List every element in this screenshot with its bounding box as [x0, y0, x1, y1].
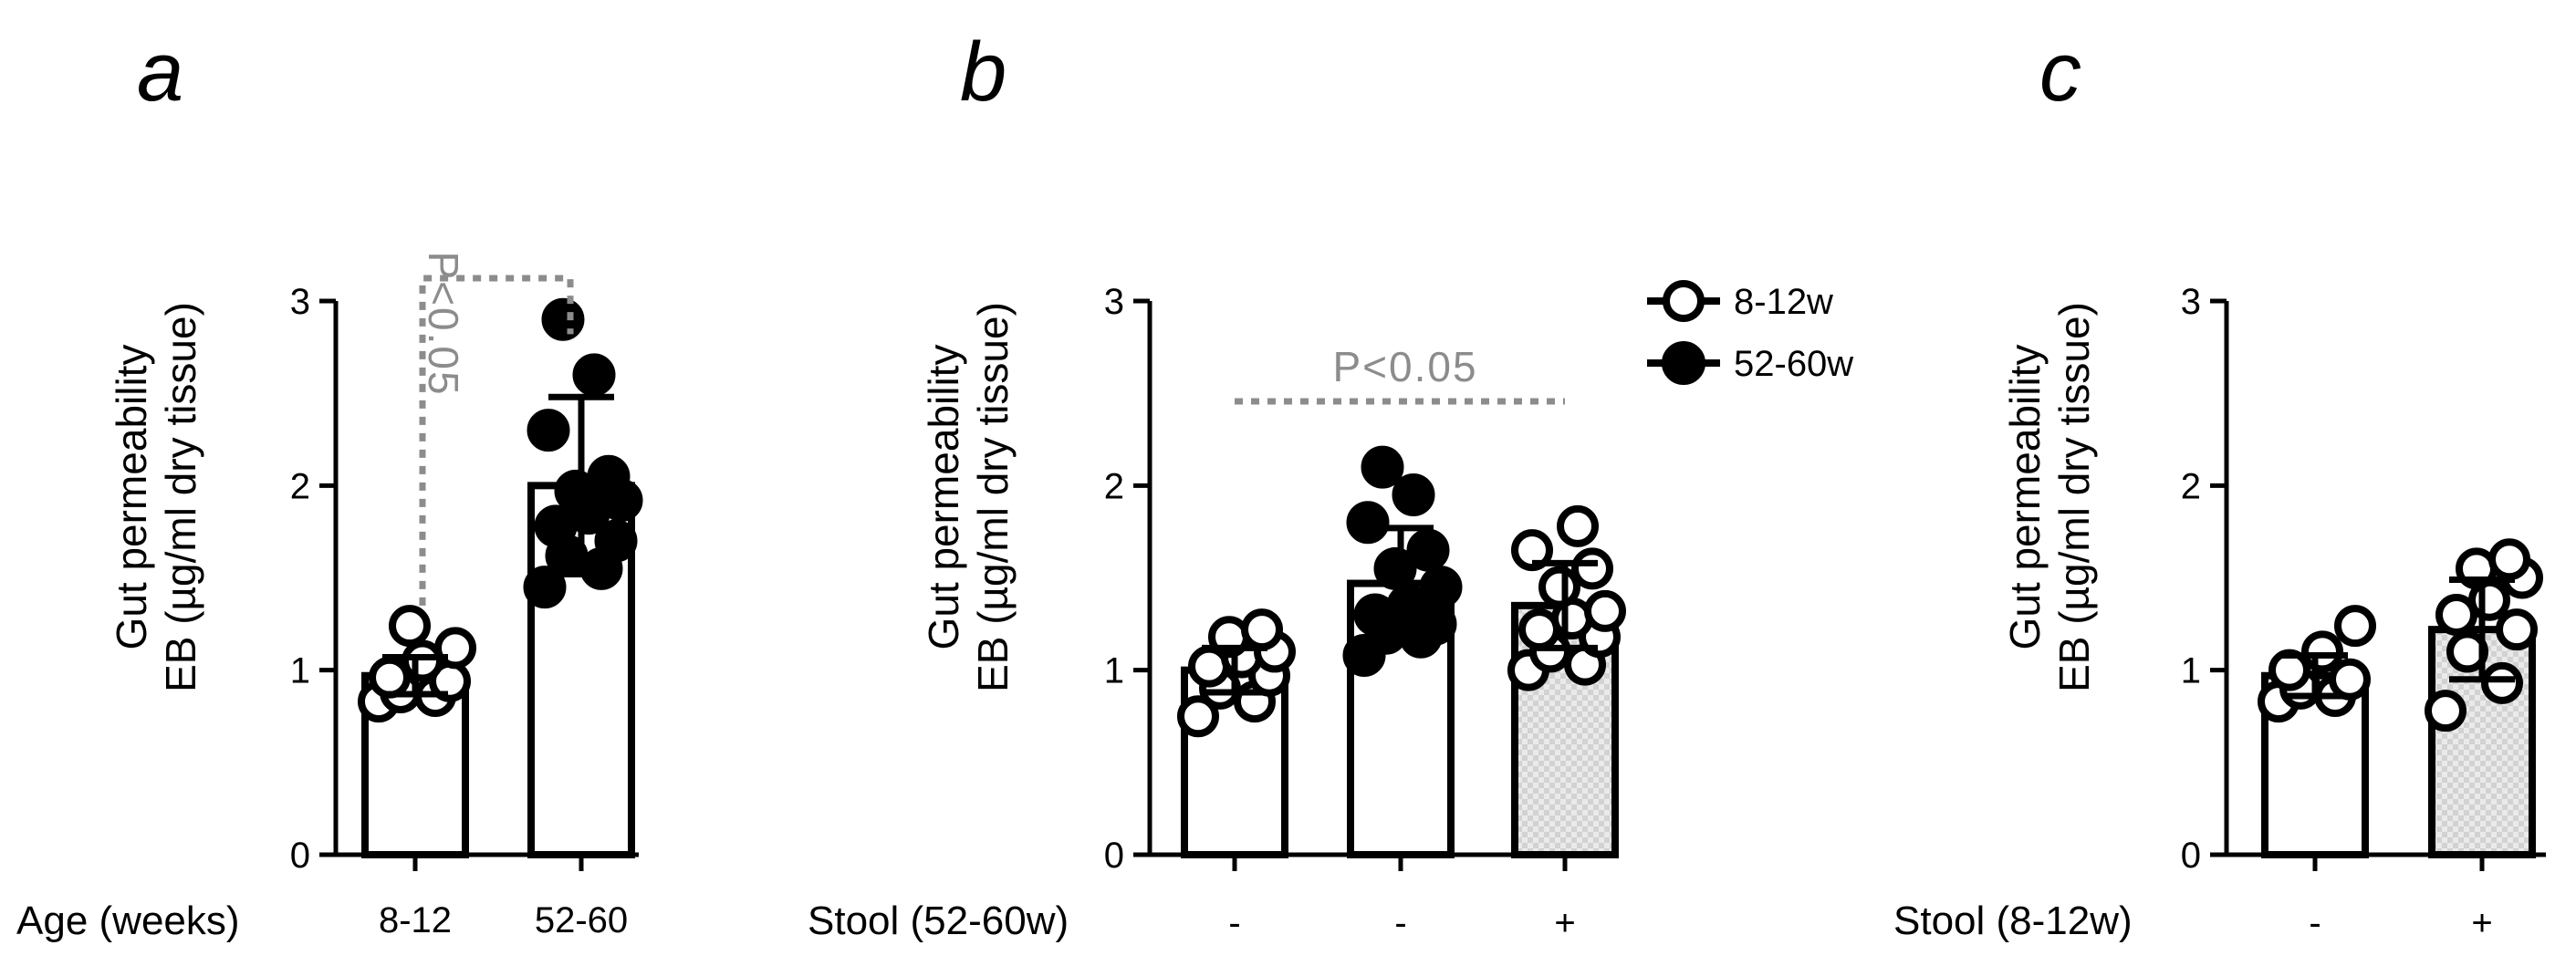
y-axis-label-line2: EB (µg/ml dry tissue) — [2050, 302, 2098, 692]
panel-a-significance: P<0.05 — [419, 251, 574, 606]
y-tick-label: 3 — [2181, 282, 2201, 322]
data-point-open — [1557, 504, 1599, 547]
data-point-open — [1584, 589, 1626, 632]
data-point-open — [389, 605, 431, 648]
y-tick-label: 3 — [290, 282, 310, 322]
legend-label-8-12w: 8-12w — [1734, 282, 1833, 322]
y-axis-label-line1: Gut permeability — [920, 345, 967, 650]
y-tick-label: 1 — [2181, 651, 2201, 691]
panel-b-significance: P<0.05 — [1235, 343, 1565, 405]
legend: 8-12w 52-60w — [1647, 280, 1853, 385]
data-point-open — [1538, 566, 1580, 608]
y-tick-label: 0 — [290, 836, 310, 876]
data-point-open — [1177, 695, 1219, 738]
data-point-open — [1511, 529, 1553, 572]
data-point-open — [2329, 658, 2371, 701]
x-category-label: - — [1394, 903, 1406, 943]
significance-bracket — [419, 275, 574, 606]
row-label-stool-52-60w: Stool (52-60w) — [808, 898, 1069, 943]
panel-letter-c: c — [2039, 26, 2081, 119]
panel-a-bars — [358, 297, 643, 859]
x-category-label: 8-12 — [379, 900, 452, 940]
data-point-filled — [572, 353, 616, 397]
data-point-open — [2301, 630, 2343, 673]
y-axis-label-line2: EB (µg/ml dry tissue) — [969, 302, 1017, 692]
panel-c: c Gut permeability EB (µg/ml dry tissue)… — [1893, 26, 2546, 943]
data-point-open — [2481, 661, 2523, 704]
panel-c-ylabel: Gut permeability EB (µg/ml dry tissue) — [2001, 302, 2098, 692]
y-axis-label-line2: EB (µg/ml dry tissue) — [157, 302, 204, 692]
legend-label-52-60w: 52-60w — [1734, 344, 1853, 384]
significance-label: P<0.05 — [420, 251, 467, 396]
panel-a: a Gut permeability EB (µg/ml dry tissue)… — [16, 26, 643, 943]
significance-label: P<0.05 — [1332, 343, 1477, 390]
panel-c-bars — [2258, 538, 2543, 859]
panel-b-bars — [1177, 445, 1626, 859]
x-category-label: 52-60 — [535, 900, 628, 940]
data-point-filled — [1419, 566, 1463, 609]
legend-entry-52-60w: 52-60w — [1647, 341, 1853, 385]
y-tick-label: 0 — [1104, 836, 1124, 876]
data-point-open — [1571, 547, 1613, 590]
data-point-open — [2334, 605, 2376, 648]
panel-letter-b: b — [960, 26, 1006, 119]
data-point-open — [2425, 690, 2466, 732]
legend-entry-8-12w: 8-12w — [1647, 280, 1833, 322]
panel-b: b Gut permeability EB (µg/ml dry tissue)… — [808, 26, 1853, 943]
data-point-filled — [1346, 501, 1390, 545]
data-point-open — [369, 656, 411, 699]
data-point-filled — [541, 297, 585, 341]
x-category-label: - — [2309, 903, 2320, 943]
data-point-filled — [1373, 546, 1417, 590]
y-axis-label-line1: Gut permeability — [2001, 345, 2049, 650]
x-category-label: + — [1554, 903, 1575, 943]
panel-letter-a: a — [137, 26, 183, 119]
y-tick-label: 1 — [290, 651, 310, 691]
legend-filled-circle-icon — [1662, 341, 1705, 385]
legend-open-circle-icon — [1663, 280, 1705, 322]
data-point-filled — [587, 454, 631, 498]
row-label-stool-8-12w: Stool (8-12w) — [1893, 898, 2133, 943]
data-point-open — [2435, 593, 2477, 636]
panel-b-ylabel: Gut permeability EB (µg/ml dry tissue) — [920, 302, 1017, 692]
y-tick-label: 2 — [2181, 466, 2201, 506]
data-point-filled — [1392, 473, 1435, 516]
x-category-label: - — [1228, 903, 1240, 943]
y-tick-label: 2 — [1104, 466, 1124, 506]
y-tick-label: 2 — [290, 466, 310, 506]
row-label-age: Age (weeks) — [16, 898, 240, 943]
x-category-label: + — [2471, 903, 2492, 943]
y-axis-label-line1: Gut permeability — [108, 345, 155, 650]
data-point-filled — [1406, 528, 1450, 572]
data-point-open — [1241, 608, 1283, 651]
y-tick-label: 3 — [1104, 282, 1124, 322]
data-point-filled — [1361, 445, 1404, 489]
y-tick-label: 1 — [1104, 651, 1124, 691]
data-point-open — [2488, 538, 2530, 581]
panel-a-ylabel: Gut permeability EB (µg/ml dry tissue) — [108, 302, 204, 692]
data-point-open — [2496, 608, 2538, 651]
y-tick-label: 0 — [2181, 836, 2201, 876]
data-point-filled — [527, 409, 570, 452]
